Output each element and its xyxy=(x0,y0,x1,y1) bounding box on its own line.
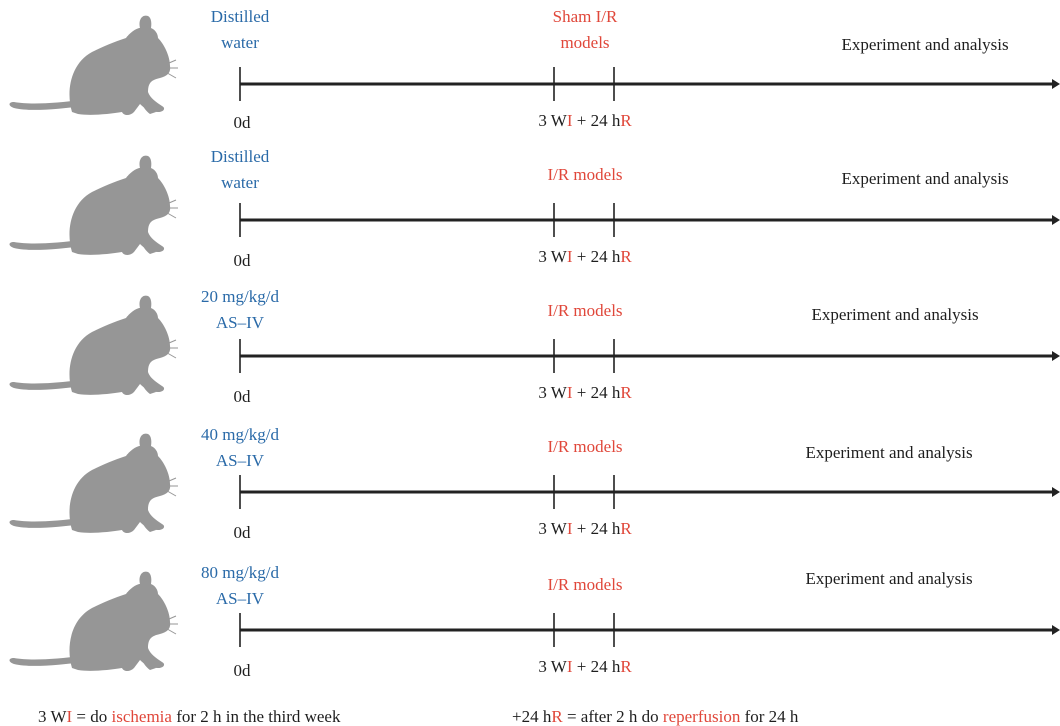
start-day-label: 0d xyxy=(234,387,252,406)
time-point-label: 3 WI + 24 hR xyxy=(538,247,632,266)
arrow-head-icon xyxy=(1052,215,1060,225)
arrow-head-icon xyxy=(1052,625,1060,635)
rat-icon xyxy=(9,571,179,672)
treatment-label: Distilled xyxy=(211,7,270,26)
arrow-head-icon xyxy=(1052,487,1060,497)
model-label: I/R models xyxy=(547,437,622,456)
time-point-label: 3 WI + 24 hR xyxy=(538,519,632,538)
treatment-label: water xyxy=(221,173,259,192)
treatment-label: AS–IV xyxy=(216,313,265,332)
rat-icon xyxy=(9,155,179,256)
model-label: models xyxy=(560,33,609,52)
rat-icon xyxy=(9,15,179,116)
model-label: Sham I/R xyxy=(553,7,618,26)
time-point-label: 3 WI + 24 hR xyxy=(538,657,632,676)
timeline-row-1: Distilled water Sham I/R models Experiment a… xyxy=(9,7,1060,132)
treatment-label: 40 mg/kg/d xyxy=(201,425,279,444)
timeline-row-3: 20 mg/kg/d AS–IV I/R models Experiment and … xyxy=(9,287,1060,406)
start-day-label: 0d xyxy=(234,251,252,270)
rat-icon xyxy=(9,295,179,396)
treatment-label: AS–IV xyxy=(216,451,265,470)
start-day-label: 0d xyxy=(234,113,252,132)
experiment-label: Experiment and analysis xyxy=(805,443,972,462)
experiment-label: Experiment and analysis xyxy=(841,169,1008,188)
legend: 3 WI = do ischemia for 2 h in the third … xyxy=(38,707,799,726)
timeline-row-4: 40 mg/kg/d AS–IV I/R models Experiment and … xyxy=(9,425,1060,542)
start-day-label: 0d xyxy=(234,661,252,680)
time-point-label: 3 WI + 24 hR xyxy=(538,383,632,402)
rat-icon xyxy=(9,433,179,534)
treatment-label: 20 mg/kg/d xyxy=(201,287,279,306)
experiment-label: Experiment and analysis xyxy=(811,305,978,324)
legend-reperfusion: +24 hR = after 2 h do reperfusion for 24… xyxy=(512,707,799,726)
treatment-label: AS–IV xyxy=(216,589,265,608)
treatment-label: water xyxy=(221,33,259,52)
treatment-label: Distilled xyxy=(211,147,270,166)
arrow-head-icon xyxy=(1052,351,1060,361)
treatment-label: 80 mg/kg/d xyxy=(201,563,279,582)
time-point-label: 3 WI + 24 hR xyxy=(538,111,632,130)
model-label: I/R models xyxy=(547,165,622,184)
arrow-head-icon xyxy=(1052,79,1060,89)
timeline-row-2: Distilled water I/R models Experiment and a… xyxy=(9,147,1060,270)
model-label: I/R models xyxy=(547,301,622,320)
legend-ischemia: 3 WI = do ischemia for 2 h in the third … xyxy=(38,707,341,726)
model-label: I/R models xyxy=(547,575,622,594)
experiment-label: Experiment and analysis xyxy=(805,569,972,588)
timeline-row-5: 80 mg/kg/d AS–IV I/R models Experiment and … xyxy=(9,563,1060,680)
start-day-label: 0d xyxy=(234,523,252,542)
experiment-label: Experiment and analysis xyxy=(841,35,1008,54)
